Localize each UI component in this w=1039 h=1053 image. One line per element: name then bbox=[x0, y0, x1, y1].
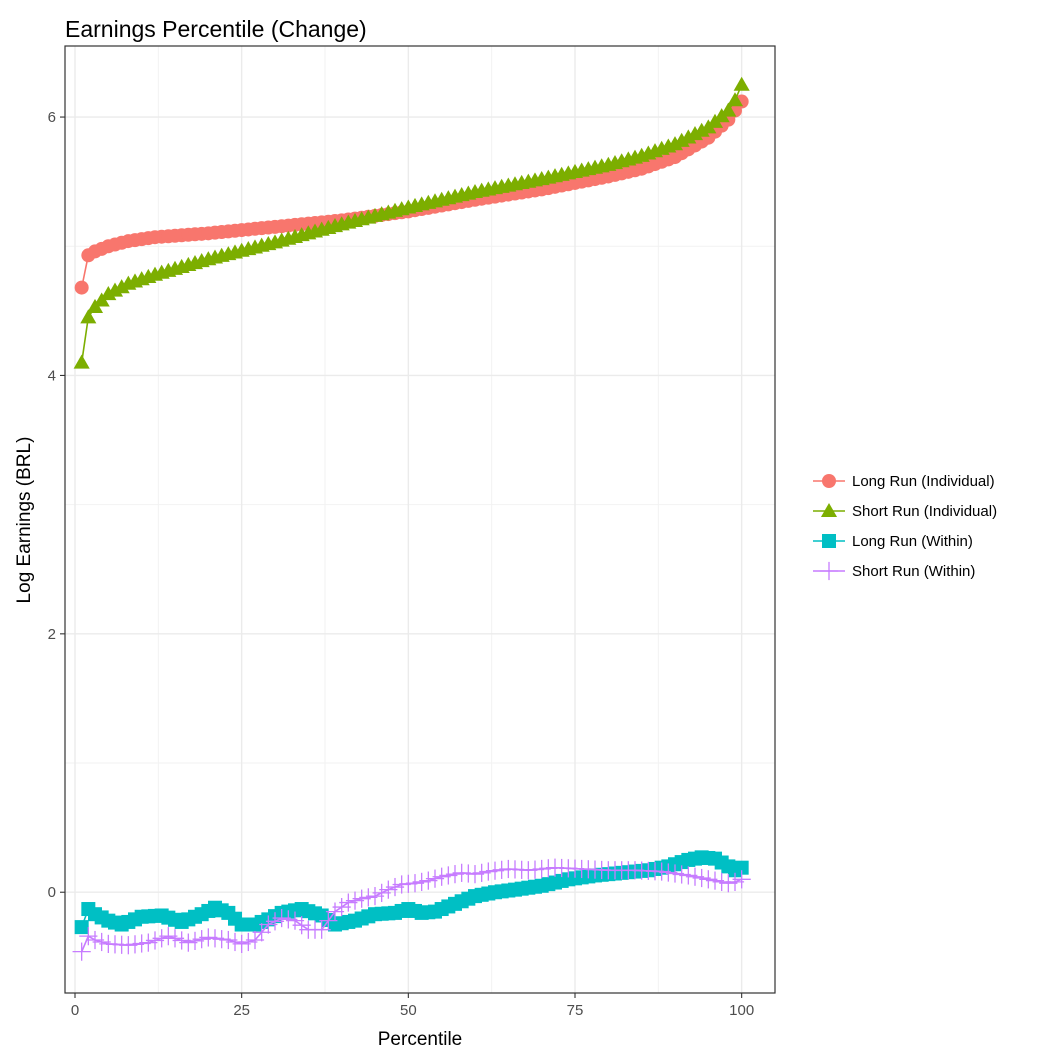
x-tick-label: 75 bbox=[567, 1002, 584, 1019]
y-tick-label: 6 bbox=[48, 109, 56, 126]
data-point bbox=[732, 870, 751, 889]
legend-marker bbox=[822, 474, 836, 488]
plot-background bbox=[65, 46, 775, 993]
x-tick-label: 0 bbox=[71, 1002, 79, 1019]
plot-border bbox=[64, 45, 776, 994]
legend-item: Short Run (Individual) bbox=[813, 502, 997, 520]
legend-item: Short Run (Within) bbox=[813, 561, 975, 581]
data-point bbox=[73, 354, 90, 369]
legend-item: Long Run (Within) bbox=[813, 533, 973, 550]
series-2 bbox=[73, 76, 750, 369]
legend-label: Short Run (Within) bbox=[852, 563, 975, 580]
data-point bbox=[733, 76, 750, 91]
y-tick-label: 4 bbox=[48, 367, 56, 384]
data-point bbox=[726, 92, 744, 107]
y-tick-label: 0 bbox=[48, 884, 56, 901]
legend-marker bbox=[820, 502, 838, 518]
legend-label: Short Run (Individual) bbox=[852, 503, 997, 520]
grid-major bbox=[65, 46, 775, 993]
legend-marker bbox=[819, 561, 839, 581]
grid-minor bbox=[65, 46, 775, 993]
series-layer bbox=[72, 76, 751, 961]
x-tick-label: 100 bbox=[729, 1002, 754, 1019]
data-point bbox=[72, 942, 91, 961]
data-point bbox=[720, 102, 737, 117]
legend-label: Long Run (Individual) bbox=[852, 473, 995, 490]
legend-label: Long Run (Within) bbox=[852, 533, 973, 550]
data-point bbox=[74, 280, 89, 295]
legend-item: Long Run (Individual) bbox=[813, 473, 995, 490]
x-axis-title: Percentile bbox=[378, 1029, 463, 1050]
y-tick-label: 2 bbox=[48, 626, 56, 643]
x-tick-label: 50 bbox=[400, 1002, 417, 1019]
data-point bbox=[80, 309, 97, 324]
data-point bbox=[734, 860, 749, 875]
y-axis-title: Log Earnings (BRL) bbox=[14, 437, 35, 604]
data-point bbox=[74, 920, 89, 935]
series-4 bbox=[72, 858, 751, 961]
x-axis: 0 25 50 75 100 bbox=[71, 993, 754, 1019]
legend: Long Run (Individual) Short Run (Individu… bbox=[813, 473, 997, 581]
legend-marker bbox=[822, 534, 836, 548]
y-axis: 0 2 4 6 bbox=[48, 109, 65, 901]
chart-title: Earnings Percentile (Change) bbox=[65, 16, 367, 42]
x-tick-label: 25 bbox=[233, 1002, 250, 1019]
